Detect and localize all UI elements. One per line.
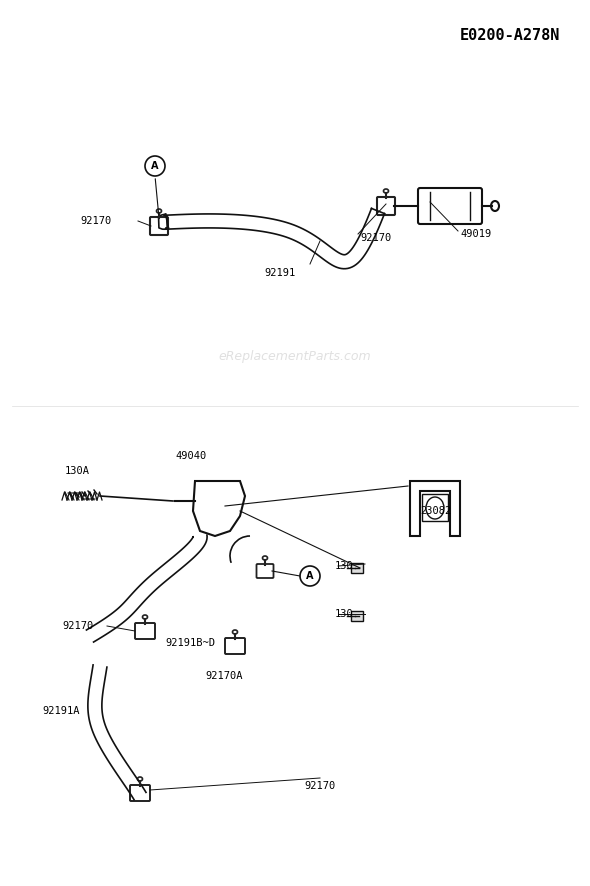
Text: 130: 130 (335, 609, 354, 619)
Text: 92170: 92170 (62, 621, 93, 631)
Text: 23082: 23082 (420, 506, 451, 516)
Text: 92170: 92170 (360, 233, 391, 243)
Text: 92170: 92170 (304, 781, 336, 791)
Text: 92191: 92191 (264, 268, 296, 278)
Text: eReplacementParts.com: eReplacementParts.com (219, 349, 371, 362)
Text: A: A (306, 571, 314, 581)
Text: 92170: 92170 (80, 216, 112, 226)
Text: E0200-A278N: E0200-A278N (460, 28, 560, 43)
Text: A: A (151, 161, 159, 171)
Text: 92191B~D: 92191B~D (165, 638, 215, 648)
Polygon shape (422, 494, 448, 521)
FancyBboxPatch shape (351, 611, 363, 621)
Text: 130: 130 (335, 561, 354, 571)
Text: 49040: 49040 (175, 451, 206, 461)
Text: 92170A: 92170A (205, 671, 242, 681)
Text: 92191A: 92191A (42, 706, 80, 716)
Text: 130A: 130A (65, 466, 90, 476)
Text: 49019: 49019 (460, 229, 491, 239)
FancyBboxPatch shape (351, 563, 363, 573)
